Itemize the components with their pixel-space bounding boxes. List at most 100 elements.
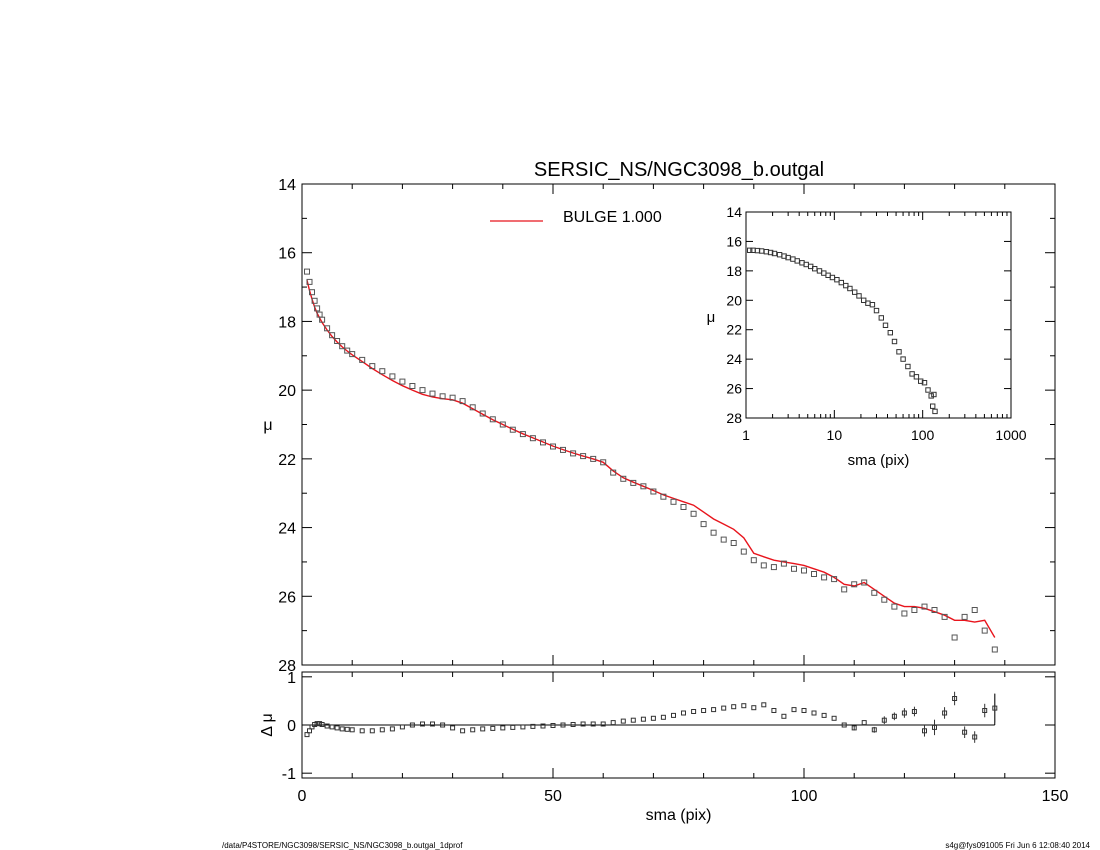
residual-point xyxy=(861,720,867,726)
data-point xyxy=(379,368,386,375)
residual-point xyxy=(610,720,616,726)
residual-point xyxy=(450,725,456,731)
y-tick-label: 20 xyxy=(278,383,296,400)
data-point xyxy=(334,338,341,344)
residual-point xyxy=(344,726,350,732)
inset-data-point xyxy=(913,374,920,380)
residual-point xyxy=(851,725,857,731)
residual-point xyxy=(409,722,415,728)
inset-y-tick-label: 26 xyxy=(726,381,742,397)
residual-point xyxy=(399,724,405,730)
residual-point xyxy=(580,721,586,727)
residual-point xyxy=(440,722,446,728)
residual-point xyxy=(992,705,998,711)
residual-point xyxy=(329,724,335,730)
inset-data-point xyxy=(873,307,880,314)
inset-data-point xyxy=(882,322,889,329)
x-axis-label: sma (pix) xyxy=(646,807,712,824)
data-point xyxy=(419,387,426,394)
y-tick-label: 14 xyxy=(278,177,296,194)
data-point xyxy=(519,431,526,438)
residual-point xyxy=(460,728,466,734)
data-point xyxy=(324,325,331,332)
data-point xyxy=(680,504,687,510)
inset-y-tick-label: 18 xyxy=(726,263,742,279)
inset-data-point xyxy=(931,391,937,398)
residual-point xyxy=(751,705,757,711)
data-point xyxy=(449,394,456,401)
data-point xyxy=(580,453,587,460)
residual-point xyxy=(871,727,877,733)
inset-data-point xyxy=(905,363,911,370)
residual-point xyxy=(701,708,707,713)
data-point xyxy=(640,483,647,490)
main-plot: 14 16 18 20 22 24 26 28 μ BULGE 1.000 xyxy=(263,177,1056,675)
data-point xyxy=(429,390,436,397)
residual-point xyxy=(590,721,596,727)
data-point xyxy=(560,446,566,453)
residual-point xyxy=(620,718,626,724)
inset-data-point xyxy=(900,356,906,362)
residual-point xyxy=(480,726,486,732)
residual-point xyxy=(821,712,827,718)
data-point xyxy=(620,475,627,482)
residual-point xyxy=(379,727,385,733)
data-point xyxy=(801,567,807,574)
data-point xyxy=(961,613,968,620)
data-point xyxy=(459,398,466,405)
inset-data-point xyxy=(928,393,934,399)
data-point xyxy=(971,607,978,613)
inset-y-tick-label: 24 xyxy=(726,351,742,367)
residual-point xyxy=(530,723,536,729)
data-point xyxy=(871,589,878,596)
data-point xyxy=(760,562,767,569)
data-point xyxy=(529,435,536,442)
inset-data-point xyxy=(771,250,778,257)
residual-point xyxy=(334,725,340,731)
residual-point xyxy=(339,726,345,732)
data-point xyxy=(369,363,376,370)
residual-point xyxy=(420,721,425,727)
data-point xyxy=(306,278,313,285)
data-point xyxy=(901,610,908,617)
inset-data-point xyxy=(834,277,840,283)
data-point xyxy=(941,613,948,620)
residual-point xyxy=(520,724,526,730)
data-point xyxy=(409,383,416,389)
data-point xyxy=(359,356,366,363)
data-point xyxy=(891,603,898,610)
residual-point xyxy=(510,724,516,730)
residual-point xyxy=(731,704,737,710)
data-point xyxy=(851,581,858,588)
inset-y-axis-label: μ xyxy=(707,309,716,326)
data-point xyxy=(304,268,310,275)
residual-point xyxy=(801,708,807,713)
residual-point xyxy=(791,707,797,713)
data-point xyxy=(590,455,597,462)
residual-point xyxy=(901,710,907,716)
data-point xyxy=(610,469,617,476)
inset-data-point xyxy=(896,349,902,355)
residual-point xyxy=(952,696,958,701)
data-point xyxy=(951,634,958,641)
residual-point xyxy=(982,708,988,713)
data-point xyxy=(469,404,476,411)
inset-x-tick-label: 1000 xyxy=(995,427,1026,443)
data-point xyxy=(881,596,888,603)
residual-point xyxy=(691,709,697,714)
residual-point xyxy=(681,710,686,716)
residual-point xyxy=(319,722,325,727)
inset-data-point xyxy=(767,249,774,256)
inset-x-tick-label: 100 xyxy=(911,427,935,443)
data-point xyxy=(600,459,607,466)
data-point xyxy=(389,373,396,380)
data-point xyxy=(710,529,717,536)
data-point xyxy=(841,586,848,593)
inset-x-tick-label: 1 xyxy=(742,427,750,443)
x-tick-label: 150 xyxy=(1042,788,1069,805)
inset-plot: 14 16 18 20 22 24 26 281 10 100 1000 sma (pix) μ xyxy=(707,204,1027,469)
inset-data-point xyxy=(847,285,853,292)
residual-point xyxy=(922,728,927,734)
data-point xyxy=(791,565,797,572)
data-point xyxy=(399,378,406,385)
